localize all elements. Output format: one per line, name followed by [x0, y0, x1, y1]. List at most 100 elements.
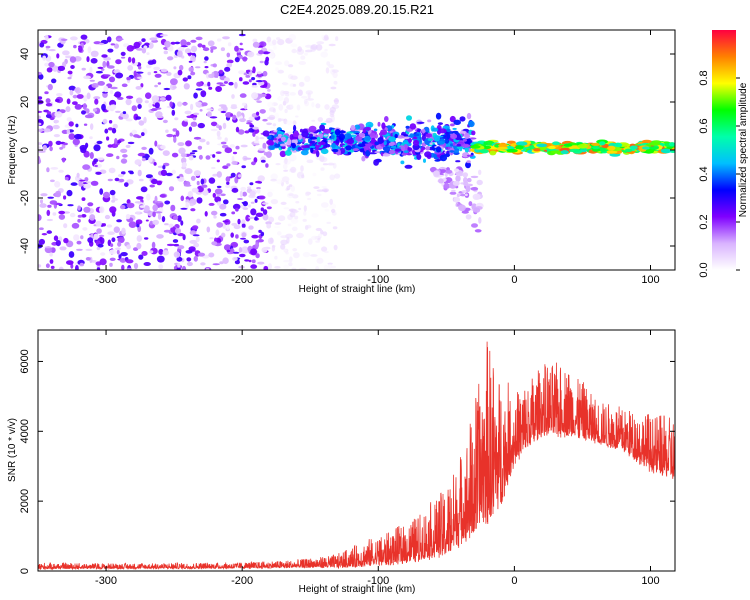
heatmap-cell — [133, 70, 137, 78]
heatmap-cell — [272, 108, 276, 113]
heatmap-cell — [58, 210, 66, 215]
heatmap-cell — [76, 172, 80, 178]
heatmap-cell — [247, 186, 252, 189]
heatmap-cell — [190, 45, 198, 53]
heatmap-cell — [141, 38, 146, 42]
heatmap-cell — [288, 154, 297, 162]
heatmap-cell — [506, 148, 518, 153]
heatmap-cell — [328, 43, 336, 47]
heatmap-cell — [85, 248, 93, 251]
heatmap-cell — [298, 81, 305, 87]
heatmap-cell — [114, 138, 118, 145]
heatmap-cell — [232, 151, 238, 155]
heatmap-cell — [145, 219, 149, 222]
heatmap-cell — [200, 262, 206, 266]
y-tick-label: 40 — [19, 48, 31, 60]
heatmap-cell — [120, 51, 126, 57]
heatmap-cell — [72, 138, 81, 146]
heatmap-cell — [464, 193, 468, 197]
heatmap-cell — [46, 209, 51, 216]
heatmap-cell — [304, 153, 310, 160]
heatmap-cell — [97, 81, 105, 86]
heatmap-cell — [275, 163, 281, 166]
heatmap-cell — [115, 59, 122, 65]
heatmap-cell — [267, 263, 272, 270]
heatmap-cell — [40, 193, 48, 197]
heatmap-cell — [324, 250, 329, 254]
heatmap-cell — [91, 83, 99, 88]
heatmap-cell — [217, 108, 224, 112]
heatmap-cell — [311, 213, 319, 218]
heatmap-cell — [405, 125, 410, 129]
heatmap-cell — [66, 98, 71, 105]
heatmap-cell — [48, 49, 56, 52]
heatmap-cell — [193, 92, 198, 99]
heatmap-cell — [464, 132, 470, 139]
heatmap-cell — [138, 254, 144, 260]
heatmap-cell — [404, 164, 413, 169]
heatmap-cell — [453, 168, 460, 172]
heatmap-cell — [333, 98, 339, 105]
heatmap-cell — [193, 242, 200, 248]
heatmap-cell — [409, 123, 417, 130]
heatmap-cell — [126, 45, 135, 52]
heatmap-cell — [262, 142, 267, 150]
heatmap-cell — [660, 148, 672, 154]
heatmap-cell — [365, 150, 371, 157]
heatmap-cell — [46, 167, 50, 173]
heatmap-cell — [177, 101, 183, 107]
heatmap-cell — [268, 216, 275, 223]
heatmap-cell — [319, 124, 325, 131]
heatmap-cell — [163, 229, 171, 233]
heatmap-cell — [315, 266, 320, 270]
heatmap-cell — [277, 215, 286, 222]
heatmap-cell — [53, 134, 61, 138]
heatmap-cell — [67, 70, 73, 75]
heatmap-cell — [216, 222, 224, 228]
heatmap-cell — [238, 116, 244, 119]
heatmap-cell — [248, 116, 256, 121]
heatmap-cell — [172, 86, 177, 89]
heatmap-cell — [54, 111, 63, 118]
heatmap-cell — [190, 39, 197, 43]
heatmap-cell — [649, 146, 660, 150]
heatmap-cell — [172, 128, 178, 132]
heatmap-cell — [97, 66, 104, 69]
heatmap-cell — [402, 134, 409, 137]
heatmap-cell — [245, 69, 251, 73]
heatmap-cell — [170, 41, 176, 45]
heatmap-cell — [193, 170, 201, 177]
heatmap-cell — [323, 134, 328, 137]
heatmap-cell — [292, 248, 298, 252]
heatmap-cell — [141, 132, 145, 137]
heatmap-cell — [80, 235, 84, 240]
heatmap-cell — [172, 239, 179, 243]
heatmap-cell — [114, 177, 120, 182]
heatmap-cell — [252, 126, 259, 130]
heatmap-cell — [111, 237, 116, 242]
heatmap-cell — [83, 75, 91, 80]
heatmap-cell — [136, 97, 143, 104]
heatmap-cell — [301, 174, 305, 179]
heatmap-cell — [265, 151, 272, 159]
heatmap-cell — [281, 145, 286, 150]
heatmap-cell — [186, 257, 192, 262]
heatmap-cell — [147, 71, 151, 76]
y-tick-label: 0 — [19, 568, 31, 574]
heatmap-cell — [361, 155, 366, 162]
heatmap-cell — [231, 211, 236, 215]
heatmap-cell — [66, 128, 71, 135]
heatmap-cell — [116, 219, 122, 223]
heatmap-cell — [93, 158, 99, 163]
heatmap-cell — [158, 248, 164, 255]
heatmap-cell — [195, 101, 202, 106]
heatmap-cell — [286, 131, 293, 134]
heatmap-cell — [197, 122, 205, 129]
heatmap-cell — [177, 245, 185, 250]
heatmap-cell — [112, 123, 118, 129]
heatmap-cell — [277, 117, 282, 123]
heatmap-cell — [377, 137, 384, 144]
heatmap-cell — [188, 66, 194, 72]
heatmap-cell — [241, 165, 246, 169]
heatmap-cell — [461, 190, 468, 193]
